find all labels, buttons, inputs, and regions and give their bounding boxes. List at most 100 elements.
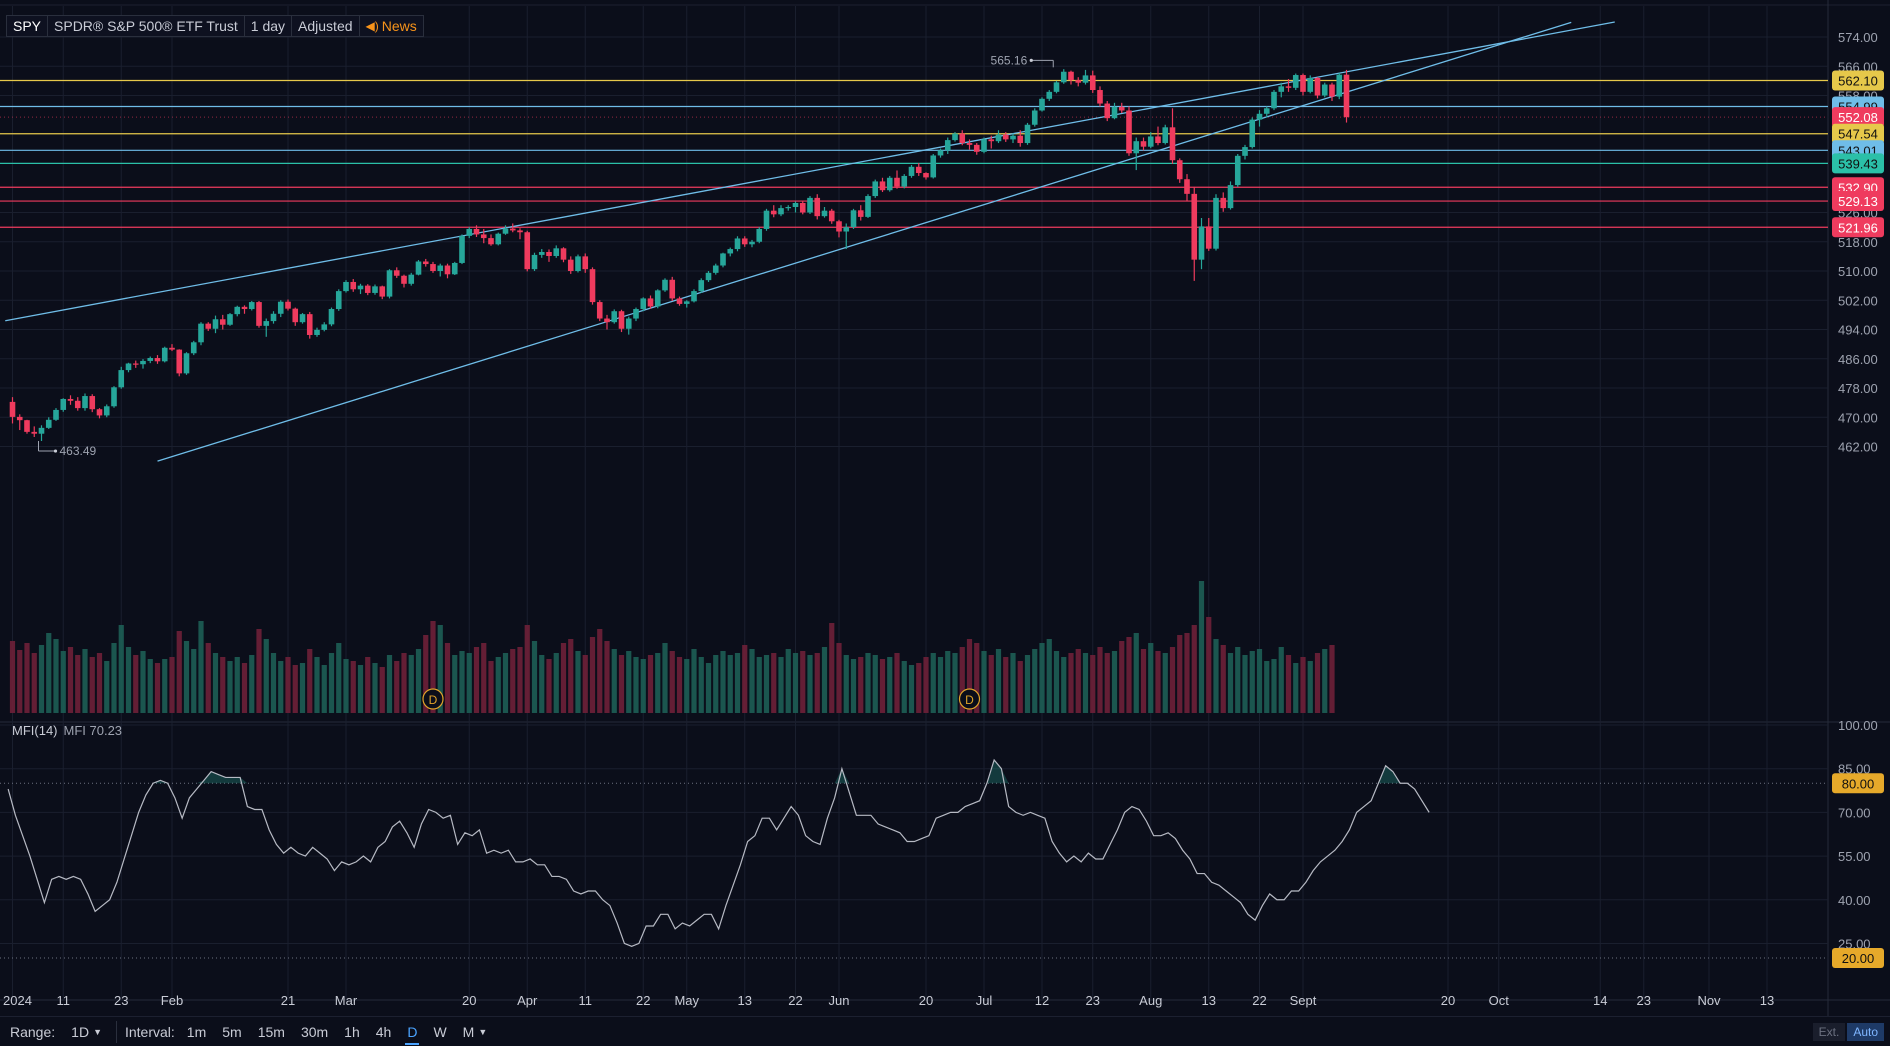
volume-bar — [597, 629, 603, 713]
candle-body — [915, 166, 922, 174]
candle-body — [1205, 226, 1212, 249]
volume-bar — [169, 657, 175, 713]
mfi-name[interactable]: MFI(14) — [12, 723, 58, 738]
volume-bar — [17, 650, 23, 713]
volume-bar — [133, 655, 139, 713]
volume-bar — [263, 639, 269, 713]
candle-body — [335, 291, 342, 310]
volume-bar — [995, 649, 1002, 713]
candle-body — [488, 238, 494, 245]
candle-body — [843, 227, 850, 232]
volume-bar — [879, 659, 886, 713]
time-tick-label: 11 — [579, 993, 593, 1008]
candle-body — [517, 230, 523, 233]
symbol-label[interactable]: SPY — [7, 16, 49, 36]
price-tick-label: 510.00 — [1838, 264, 1878, 279]
interval-button-5m[interactable]: 5m — [214, 1018, 249, 1046]
candle-body — [31, 431, 38, 434]
volume-bar — [1242, 655, 1248, 713]
volume-bar — [1314, 653, 1321, 713]
trendline — [157, 21, 1572, 462]
volume-bar — [473, 647, 480, 713]
candle-body — [234, 306, 241, 315]
interval-button-label: 15m — [257, 1023, 285, 1040]
ext-toggle[interactable]: Ext. — [1812, 1022, 1846, 1041]
volume-bar — [1075, 649, 1081, 713]
interval-button-label: M — [462, 1023, 475, 1040]
interval-button-d[interactable]: D — [399, 1018, 425, 1046]
low-marker-dot — [53, 449, 58, 453]
volume-bar — [829, 623, 835, 713]
candle-body — [321, 324, 328, 330]
volume-bar — [676, 657, 683, 713]
volume-bar — [191, 649, 197, 713]
time-tick-label: Jun — [829, 993, 850, 1008]
interval-button-30m[interactable]: 30m — [293, 1018, 336, 1046]
chart-canvas[interactable]: 565.16 463.49 D D 100.00 85.00 70.00 55.00 40.0… — [0, 0, 1890, 1016]
volume-bar — [234, 657, 240, 713]
candle-body — [1176, 160, 1183, 180]
interval-button-15m[interactable]: 15m — [250, 1018, 293, 1046]
auto-toggle[interactable]: Auto — [1847, 1022, 1884, 1041]
candle-body — [132, 363, 139, 365]
volume-bar — [24, 643, 30, 713]
volume-bar — [981, 651, 987, 713]
candle-body — [604, 318, 610, 323]
volume-bar — [1213, 639, 1219, 713]
mfi-tick-label: 40.00 — [1838, 893, 1871, 908]
candle-body — [1075, 80, 1082, 83]
candle-body — [379, 286, 386, 297]
candle-body — [1249, 119, 1256, 148]
candle-body — [1046, 91, 1053, 99]
candle-body — [1321, 84, 1328, 96]
candle-body — [654, 290, 661, 307]
volume-bar — [1285, 655, 1292, 713]
volume-bar — [60, 651, 66, 713]
range-select[interactable]: 1D ▼ — [63, 1018, 110, 1046]
candle-body — [836, 221, 842, 232]
candle-body — [256, 302, 262, 326]
candle-body — [509, 228, 516, 231]
volume-bar — [89, 657, 95, 713]
volume-bar — [278, 661, 284, 713]
interval-button-w[interactable]: W — [425, 1018, 454, 1046]
candle-body — [1068, 71, 1074, 81]
candle-body — [408, 274, 415, 284]
candle-body — [1060, 71, 1067, 83]
time-tick-label: Sept — [1290, 993, 1317, 1008]
candle-body — [459, 235, 465, 263]
interval-button-1m[interactable]: 1m — [179, 1018, 214, 1046]
volume-bar — [401, 653, 407, 713]
volume-bar — [357, 665, 364, 713]
price-tick-label: 470.00 — [1838, 410, 1878, 425]
candle-body — [176, 349, 183, 374]
range-label: Range: — [10, 1023, 56, 1040]
interval-button-m[interactable]: M ▼ — [455, 1018, 496, 1046]
volume-bar — [1119, 641, 1125, 713]
adjustment-label[interactable]: Adjusted — [292, 16, 360, 36]
mfi-level-box — [1832, 948, 1884, 968]
interval-button-4h[interactable]: 4h — [368, 1018, 400, 1046]
candle-body — [886, 177, 893, 191]
candle-body — [306, 314, 313, 335]
mfi-level-box — [1832, 773, 1884, 794]
interval-button-1h[interactable]: 1h — [336, 1018, 368, 1046]
volume-bar — [1111, 651, 1118, 713]
volume-bar — [1184, 633, 1190, 713]
volume-bar — [437, 625, 443, 713]
candle-body — [575, 256, 581, 271]
candle-body — [1010, 135, 1016, 140]
volume-bar — [1206, 617, 1212, 713]
news-toggle[interactable]: ◀) News — [360, 16, 423, 36]
price-tick-label: 486.00 — [1838, 352, 1878, 367]
candle-body — [147, 358, 154, 361]
volume-bar — [1090, 655, 1096, 713]
interval-label[interactable]: 1 day — [245, 16, 293, 36]
volume-bar — [415, 649, 422, 713]
mfi-tick-label: 70.00 — [1838, 805, 1871, 820]
volume-bar — [923, 657, 929, 713]
volume-bar — [502, 653, 509, 713]
volume-bar — [582, 655, 588, 713]
volume-bar — [836, 643, 842, 713]
candle-body — [944, 140, 951, 151]
